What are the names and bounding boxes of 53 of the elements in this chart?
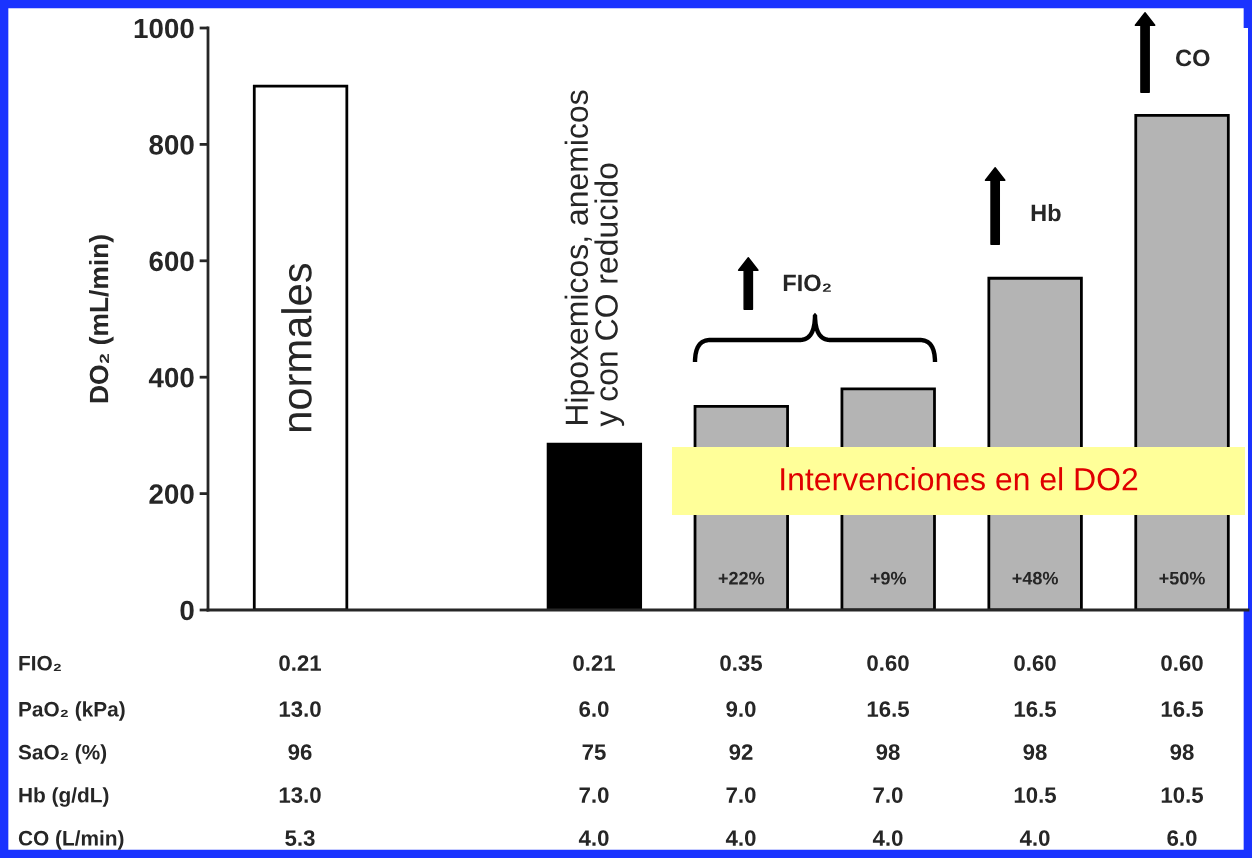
text: 98 [876,744,900,760]
text: 10.5 [1014,787,1057,803]
annotation: +48% [1012,571,1058,585]
text: SaO₂ (%) [18,744,107,764]
text: 0.21 [573,655,616,671]
text: PaO₂ (kPa) [19,701,125,721]
text: 0.60 [1014,655,1056,671]
y-axis-title: DO₂ (mL/min) [88,235,114,403]
text: CO (L/min) [18,830,124,850]
text: 10.5 [1161,787,1204,803]
text: 6.0 [1167,830,1197,846]
text: 98 [1023,744,1047,760]
x-tick-label: Hipoxemicos, anemicos y con CO reducido [564,90,625,427]
text: 4.0 [725,830,756,846]
annotation: Intervenciones en el DO2 [781,467,1138,491]
text: 96 [288,744,312,760]
text: 9.0 [726,701,756,717]
text: 0.35 [720,655,763,671]
text: Hb (g/dL) [19,787,109,807]
text: 75 [582,744,606,760]
text: 0.21 [279,655,322,671]
annotation: CO [1176,49,1210,67]
text: 0.60 [1161,655,1203,671]
y-tick-label: 600 [149,251,194,272]
text: 4.0 [1019,830,1050,846]
y-tick-label: 1000 [134,18,194,39]
text: 6.0 [579,701,609,717]
text: 7.0 [873,787,903,803]
annotation: Hb [1031,203,1061,222]
y-tick-label: 800 [149,135,194,155]
text: 98 [1170,744,1194,760]
annotation: FIO₂ [783,274,831,292]
y-tick-label: 200 [149,484,194,504]
annotation: +9% [870,571,907,585]
x-tick-label: normales [281,263,312,432]
bar [546,442,643,610]
text: FIO₂ [19,655,61,672]
text: 7.0 [726,787,756,803]
text: 4.0 [872,830,903,846]
text: 13.0 [279,701,321,717]
text: 16.5 [867,701,910,717]
text: 16.5 [1014,701,1057,717]
text: 4.0 [578,830,609,846]
annotation: +50% [1159,571,1205,585]
text: 13.0 [279,787,321,803]
annotation: +22% [718,571,765,585]
text: 92 [729,744,753,760]
text: 0.60 [867,655,909,671]
y-tick-label: 0 [180,600,194,621]
y-tick-label: 400 [148,367,194,388]
text: 16.5 [1161,701,1204,717]
text: 5.3 [285,830,315,846]
text: 7.0 [579,787,609,803]
